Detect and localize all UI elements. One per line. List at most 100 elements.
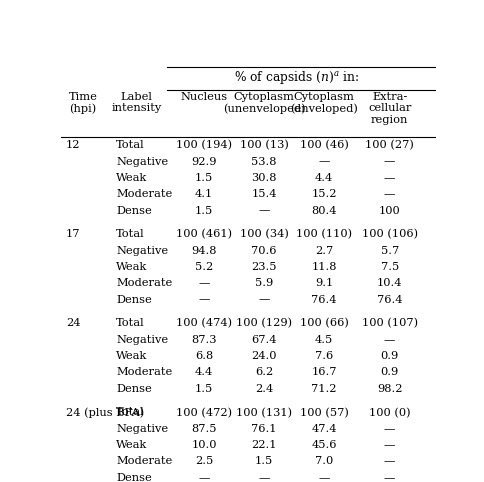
Text: 100 (66): 100 (66): [300, 319, 348, 329]
Text: 2.5: 2.5: [195, 456, 213, 467]
Text: —: —: [384, 157, 395, 167]
Text: 7.0: 7.0: [315, 456, 333, 467]
Text: Negative: Negative: [116, 335, 168, 345]
Text: 100 (13): 100 (13): [240, 140, 288, 150]
Text: 47.4: 47.4: [311, 424, 337, 434]
Text: 76.4: 76.4: [377, 295, 402, 305]
Text: Weak: Weak: [116, 262, 147, 272]
Text: Moderate: Moderate: [116, 456, 172, 467]
Text: 7.5: 7.5: [380, 262, 399, 272]
Text: Total: Total: [116, 407, 145, 417]
Text: Total: Total: [116, 140, 145, 150]
Text: 16.7: 16.7: [311, 367, 337, 377]
Text: 0.9: 0.9: [380, 351, 399, 361]
Text: —: —: [198, 473, 210, 482]
Text: 70.6: 70.6: [251, 246, 277, 255]
Text: 15.2: 15.2: [311, 189, 337, 199]
Text: 1.5: 1.5: [195, 205, 213, 215]
Text: 100: 100: [379, 205, 401, 215]
Text: Dense: Dense: [116, 473, 152, 482]
Text: Negative: Negative: [116, 424, 168, 434]
Text: % of capsids $(n)^{a}$ in:: % of capsids $(n)^{a}$ in:: [234, 68, 360, 86]
Text: 92.9: 92.9: [191, 157, 217, 167]
Text: 2.7: 2.7: [315, 246, 333, 255]
Text: 87.5: 87.5: [191, 424, 217, 434]
Text: 94.8: 94.8: [191, 246, 217, 255]
Text: Cytoplasm
(unenveloped): Cytoplasm (unenveloped): [223, 92, 305, 114]
Text: —: —: [384, 473, 395, 482]
Text: Negative: Negative: [116, 157, 168, 167]
Text: 22.1: 22.1: [251, 440, 277, 450]
Text: Moderate: Moderate: [116, 278, 172, 288]
Text: 100 (27): 100 (27): [365, 140, 414, 150]
Text: 98.2: 98.2: [377, 384, 402, 394]
Text: 6.8: 6.8: [195, 351, 213, 361]
Text: 45.6: 45.6: [311, 440, 337, 450]
Text: 100 (106): 100 (106): [362, 229, 418, 240]
Text: —: —: [198, 295, 210, 305]
Text: 12: 12: [66, 140, 81, 150]
Text: 24: 24: [66, 319, 81, 328]
Text: 11.8: 11.8: [311, 262, 337, 272]
Text: Dense: Dense: [116, 205, 152, 215]
Text: 100 (0): 100 (0): [369, 407, 410, 418]
Text: 10.4: 10.4: [377, 278, 402, 288]
Text: 5.2: 5.2: [195, 262, 213, 272]
Text: 100 (474): 100 (474): [176, 319, 232, 329]
Text: 71.2: 71.2: [311, 384, 337, 394]
Text: —: —: [198, 278, 210, 288]
Text: 2.4: 2.4: [255, 384, 273, 394]
Text: 1.5: 1.5: [255, 456, 273, 467]
Text: Label
intensity: Label intensity: [111, 92, 162, 113]
Text: 1.5: 1.5: [195, 384, 213, 394]
Text: 5.7: 5.7: [380, 246, 399, 255]
Text: —: —: [384, 189, 395, 199]
Text: 67.4: 67.4: [251, 335, 277, 345]
Text: 53.8: 53.8: [251, 157, 277, 167]
Text: Dense: Dense: [116, 295, 152, 305]
Text: 1.5: 1.5: [195, 173, 213, 183]
Text: Weak: Weak: [116, 351, 147, 361]
Text: —: —: [318, 157, 330, 167]
Text: 80.4: 80.4: [311, 205, 337, 215]
Text: —: —: [384, 424, 395, 434]
Text: —: —: [258, 295, 270, 305]
Text: 4.5: 4.5: [315, 335, 333, 345]
Text: 100 (472): 100 (472): [176, 407, 232, 418]
Text: 100 (129): 100 (129): [236, 319, 292, 329]
Text: Time
(hpi): Time (hpi): [69, 92, 97, 114]
Text: 17: 17: [66, 229, 81, 239]
Text: Weak: Weak: [116, 173, 147, 183]
Text: 4.4: 4.4: [315, 173, 333, 183]
Text: 100 (461): 100 (461): [176, 229, 232, 240]
Text: 7.6: 7.6: [315, 351, 333, 361]
Text: Cytoplasm
(enveloped): Cytoplasm (enveloped): [290, 92, 358, 114]
Text: 100 (46): 100 (46): [300, 140, 348, 150]
Text: —: —: [384, 173, 395, 183]
Text: 100 (110): 100 (110): [296, 229, 352, 240]
Text: —: —: [384, 440, 395, 450]
Text: —: —: [258, 205, 270, 215]
Text: 4.4: 4.4: [195, 367, 213, 377]
Text: 6.2: 6.2: [255, 367, 273, 377]
Text: 100 (34): 100 (34): [240, 229, 288, 240]
Text: 24 (plus BFA): 24 (plus BFA): [66, 407, 144, 418]
Text: —: —: [384, 335, 395, 345]
Text: 30.8: 30.8: [251, 173, 277, 183]
Text: Nucleus: Nucleus: [181, 92, 227, 102]
Text: 15.4: 15.4: [251, 189, 277, 199]
Text: 87.3: 87.3: [191, 335, 217, 345]
Text: —: —: [384, 456, 395, 467]
Text: 100 (131): 100 (131): [236, 407, 292, 418]
Text: 100 (107): 100 (107): [362, 319, 418, 329]
Text: 100 (194): 100 (194): [176, 140, 232, 150]
Text: 10.0: 10.0: [191, 440, 217, 450]
Text: Moderate: Moderate: [116, 367, 172, 377]
Text: Weak: Weak: [116, 440, 147, 450]
Text: 76.1: 76.1: [251, 424, 277, 434]
Text: 76.4: 76.4: [311, 295, 337, 305]
Text: Extra-
cellular
region: Extra- cellular region: [368, 92, 411, 125]
Text: Total: Total: [116, 319, 145, 328]
Text: Negative: Negative: [116, 246, 168, 255]
Text: Dense: Dense: [116, 384, 152, 394]
